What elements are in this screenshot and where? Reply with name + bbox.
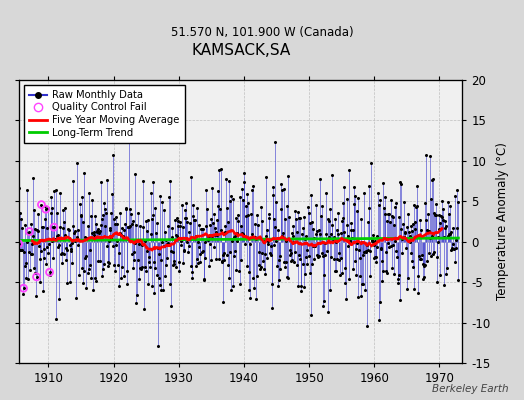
Point <box>25 228 34 235</box>
Text: Berkeley Earth: Berkeley Earth <box>432 384 508 394</box>
Point <box>15 240 23 247</box>
Point <box>37 202 46 208</box>
Point <box>50 224 58 230</box>
Point <box>46 269 54 276</box>
Point <box>19 285 28 292</box>
Title: KAMSACK,SA: KAMSACK,SA <box>191 43 290 58</box>
Text: 51.570 N, 101.900 W (Canada): 51.570 N, 101.900 W (Canada) <box>171 26 353 39</box>
Point <box>41 206 50 212</box>
Legend: Raw Monthly Data, Quality Control Fail, Five Year Moving Average, Long-Term Tren: Raw Monthly Data, Quality Control Fail, … <box>24 85 184 142</box>
Point <box>32 274 41 280</box>
Y-axis label: Temperature Anomaly (°C): Temperature Anomaly (°C) <box>496 142 509 300</box>
